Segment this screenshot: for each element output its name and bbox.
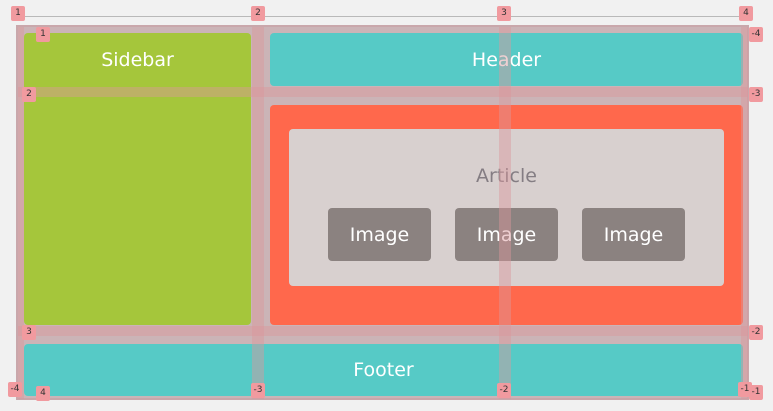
footer-label: Footer <box>353 359 414 381</box>
image-box-2: Image <box>455 208 558 261</box>
grid-line-number: 3 <box>22 325 36 340</box>
grid-line-number: 1 <box>36 27 50 42</box>
header-area: Header <box>270 33 743 86</box>
grid-container: Sidebar Header Article Image Image Image… <box>16 25 749 400</box>
grid-row-line <box>18 326 748 336</box>
grid-line-number: -2 <box>749 325 763 340</box>
article-box: Article Image Image Image <box>289 129 724 286</box>
grid-line-number: 1 <box>11 6 25 21</box>
grid-line-number: -1 <box>749 385 763 400</box>
sidebar-area: Sidebar <box>24 33 251 325</box>
grid-line-number: 4 <box>739 6 753 21</box>
grid-ruler-top <box>18 11 748 21</box>
grid-line-number: -1 <box>738 382 752 397</box>
grid-row-line <box>18 87 748 97</box>
grid-line-number: -3 <box>749 87 763 102</box>
content-area: Article Image Image Image <box>270 105 743 325</box>
grid-line-number: -4 <box>749 27 763 42</box>
grid-line-number: -4 <box>8 382 22 397</box>
grid-line-number: 2 <box>22 87 36 102</box>
header-label: Header <box>471 48 542 71</box>
image-row: Image Image Image <box>328 208 685 261</box>
grid-column-line <box>741 27 748 399</box>
grid-line-number: 4 <box>36 386 50 401</box>
article-title: Article <box>476 165 537 187</box>
sidebar-label: Sidebar <box>101 49 174 71</box>
image-box-3: Image <box>582 208 685 261</box>
image-box-1: Image <box>328 208 431 261</box>
grid-line-number: -3 <box>251 383 265 398</box>
grid-line-number: 3 <box>497 6 511 21</box>
grid-line-number: -2 <box>497 383 511 398</box>
grid-line-number: 2 <box>251 6 265 21</box>
grid-column-line <box>252 27 264 399</box>
footer-area: Footer <box>24 344 743 396</box>
grid-column-line <box>18 27 24 399</box>
grid-column-line <box>499 27 511 399</box>
